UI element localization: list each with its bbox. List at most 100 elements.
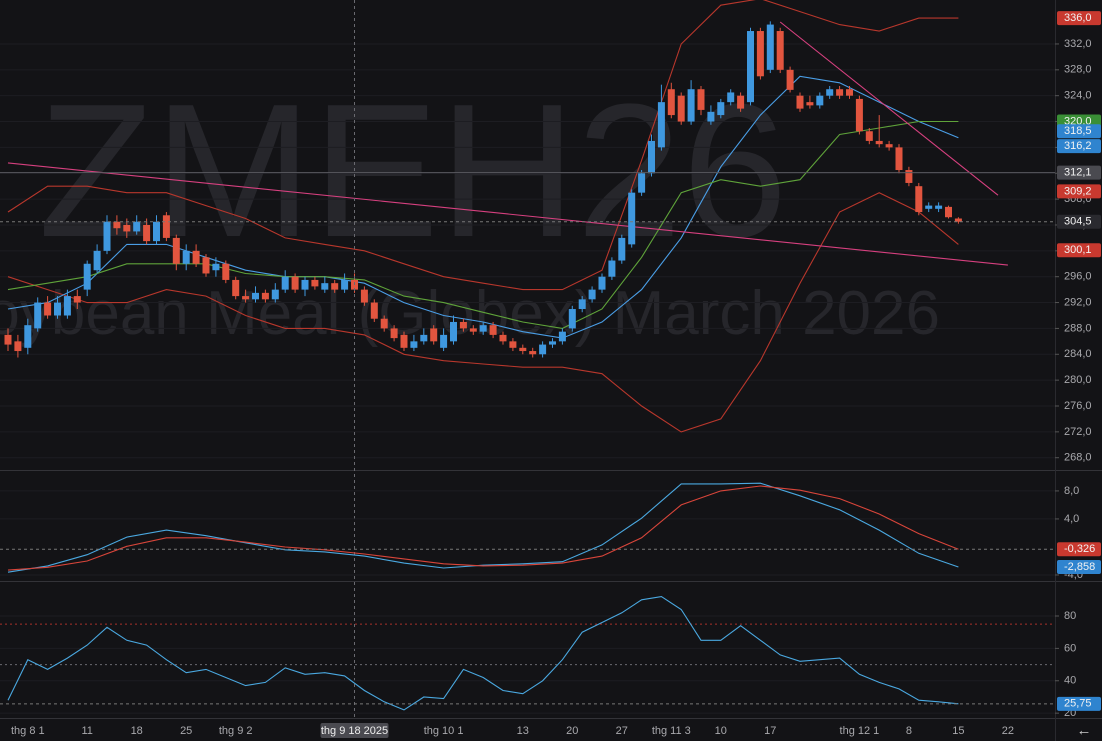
price-label: 304,5 (1064, 216, 1092, 228)
x-tick-label: 11 (81, 725, 92, 737)
x-tick-label: 13 (517, 725, 529, 737)
x-tick-label: thg 8 1 (11, 725, 45, 737)
overlay-line (7, 162, 1008, 266)
indicator-line (7, 485, 959, 571)
candle-body (202, 257, 210, 274)
price-label: 336,0 (1064, 12, 1092, 24)
candle-body (499, 334, 507, 342)
watermark-symbol: ZMEH26 (38, 65, 788, 277)
candle-body (945, 206, 952, 218)
candle-body (707, 111, 715, 122)
candle-body (311, 279, 319, 287)
candle-body (54, 302, 61, 316)
candle-body (93, 250, 101, 271)
candle-body (578, 299, 586, 310)
y-tick-label: 272,0 (1064, 426, 1092, 438)
price-label: 25,75 (1064, 698, 1092, 710)
price-label: -2,858 (1064, 561, 1095, 573)
candle-body (4, 334, 12, 345)
candle-body (588, 289, 596, 300)
candle-body (450, 321, 457, 342)
y-tick-label: 328,0 (1064, 64, 1092, 76)
y-tick-label: 280,0 (1064, 374, 1092, 386)
y-tick-label: 284,0 (1064, 348, 1092, 360)
candle-body (459, 321, 467, 329)
panel (0, 482, 1055, 576)
candle-body (192, 250, 200, 264)
candle-body (885, 144, 893, 148)
price-label: 300,1 (1064, 244, 1092, 256)
candle-body (63, 296, 71, 316)
y-tick-label: 80 (1064, 610, 1076, 622)
x-tick-label: 25 (180, 725, 192, 737)
scroll-button[interactable]: ← (1077, 722, 1092, 739)
candle-body (440, 334, 448, 348)
price-label-box (1057, 184, 1101, 199)
price-label-box (1057, 559, 1101, 574)
candle-body (638, 173, 646, 193)
candle-body (261, 292, 269, 300)
price-label: 318,5 (1064, 125, 1092, 137)
candle-body (400, 334, 408, 348)
candle-body (667, 89, 675, 116)
x-tick-label: thg 11 3 (652, 725, 691, 737)
candle-body (469, 328, 477, 332)
candle-body (776, 31, 784, 70)
candle-body (242, 296, 250, 300)
candle-body (954, 218, 962, 222)
x-tick-label: 22 (1002, 725, 1014, 737)
candle-body (905, 170, 913, 183)
candle-body (430, 328, 438, 342)
candle-body (598, 276, 606, 290)
price-label: 309,2 (1064, 185, 1092, 197)
candle-body (341, 279, 349, 290)
candle-body (836, 89, 844, 96)
candle-body (172, 237, 180, 264)
candle-body (648, 140, 655, 174)
candle-body (628, 192, 636, 245)
candle-body (568, 309, 576, 329)
price-label: 316,2 (1064, 140, 1092, 152)
candle-body (846, 89, 853, 96)
candle-body (717, 102, 725, 116)
x-tick-label: 10 (715, 725, 727, 737)
candle-body (519, 347, 527, 352)
candle-body (410, 341, 418, 348)
candle-body (182, 250, 190, 264)
candle-body (222, 263, 230, 280)
candle-body (291, 276, 299, 290)
y-tick-label: 332,0 (1064, 38, 1092, 50)
y-tick-label: 8,0 (1064, 485, 1079, 497)
candle-body (331, 283, 339, 290)
price-label: -0,326 (1064, 543, 1095, 555)
watermark-name: Soybean Meal (Globex) March 2026 (0, 279, 940, 348)
candle-body (657, 102, 665, 148)
candle-body (73, 296, 81, 303)
candle-body (806, 102, 814, 106)
candle-body (756, 31, 764, 77)
candle-body (875, 140, 883, 145)
candle-body (252, 292, 259, 300)
candle-body (608, 260, 616, 277)
price-label-box (1057, 165, 1101, 180)
y-tick-label: 288,0 (1064, 322, 1092, 334)
x-tick-label: 18 (131, 725, 143, 737)
x-tick-label: thg 9 18 2025 (321, 725, 388, 737)
price-label-box (1057, 139, 1101, 154)
price-label-box (1057, 214, 1101, 229)
candle-body (855, 98, 863, 132)
candle-body (24, 325, 32, 348)
candle-body (370, 302, 378, 319)
x-tick-label: thg 9 2 (219, 725, 253, 737)
candle-body (232, 279, 240, 297)
x-tick-label: 20 (566, 725, 578, 737)
candle-body (697, 89, 705, 110)
price-label-box (1057, 243, 1101, 258)
y-tick-label: 268,0 (1064, 452, 1092, 464)
candle-body (390, 328, 398, 339)
candle-body (796, 95, 804, 109)
candle-body (529, 351, 537, 355)
